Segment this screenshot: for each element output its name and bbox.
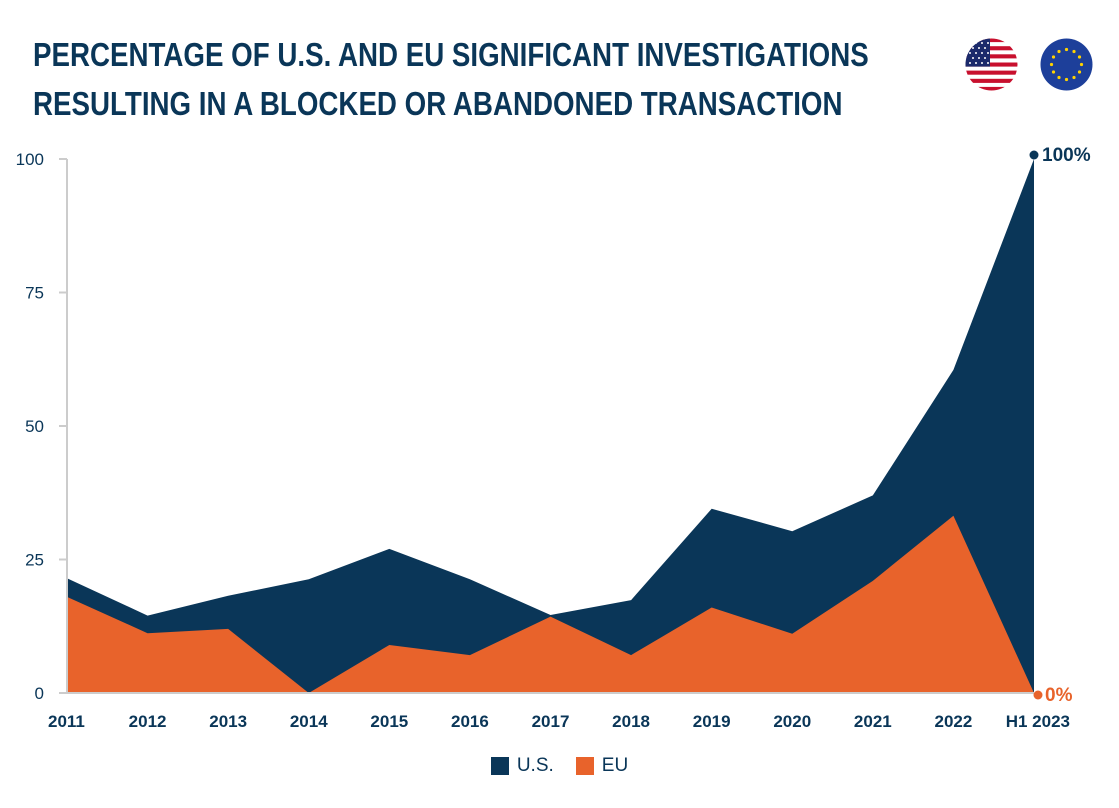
x-tick-label-10: 2021 <box>854 712 892 731</box>
x-tick-label-8: 2019 <box>693 712 731 731</box>
legend-label-us: U.S. <box>516 755 554 776</box>
end-marker-us <box>1029 150 1039 160</box>
x-tick-label-12: H1 2023 <box>1006 712 1070 731</box>
eu-flag-icon <box>1040 38 1093 91</box>
y-tick-label-75: 75 <box>25 284 44 303</box>
legend-label-eu: EU <box>601 755 629 776</box>
end-label-eu: 0% <box>1045 685 1073 706</box>
series-area-us <box>67 159 1034 693</box>
y-tick-label-25: 25 <box>25 551 44 570</box>
y-tick-label-0: 0 <box>35 684 44 703</box>
x-tick-label-3: 2014 <box>290 712 328 731</box>
legend-swatch-eu <box>575 757 594 775</box>
end-marker-eu <box>1033 690 1043 700</box>
title-line-2: RESULTING IN A BLOCKED OR ABANDONED TRAN… <box>33 85 843 122</box>
x-tick-label-5: 2016 <box>451 712 489 731</box>
x-tick-label-11: 2022 <box>935 712 973 731</box>
x-tick-label-7: 2018 <box>612 712 650 731</box>
title-line-1: PERCENTAGE OF U.S. AND EU SIGNIFICANT IN… <box>33 36 869 73</box>
legend-swatch-us <box>490 757 509 775</box>
legend: U.S. EU <box>0 755 1119 777</box>
chart-title: PERCENTAGE OF U.S. AND EU SIGNIFICANT IN… <box>33 30 869 128</box>
x-tick-label-0: 2011 <box>48 712 85 731</box>
x-tick-label-2: 2013 <box>209 712 247 731</box>
series-area-eu <box>67 515 1034 693</box>
end-label-us: 100% <box>1042 145 1091 166</box>
x-tick-label-9: 2020 <box>773 712 811 731</box>
y-tick-label-50: 50 <box>25 417 44 436</box>
x-tick-label-1: 2012 <box>129 712 167 731</box>
us-flag-icon <box>965 38 1018 91</box>
y-tick-label-100: 100 <box>16 150 44 169</box>
legend-item-us: U.S. <box>490 755 554 777</box>
legend-item-eu: EU <box>575 755 629 777</box>
x-tick-label-6: 2017 <box>532 712 570 731</box>
x-tick-label-4: 2015 <box>370 712 408 731</box>
